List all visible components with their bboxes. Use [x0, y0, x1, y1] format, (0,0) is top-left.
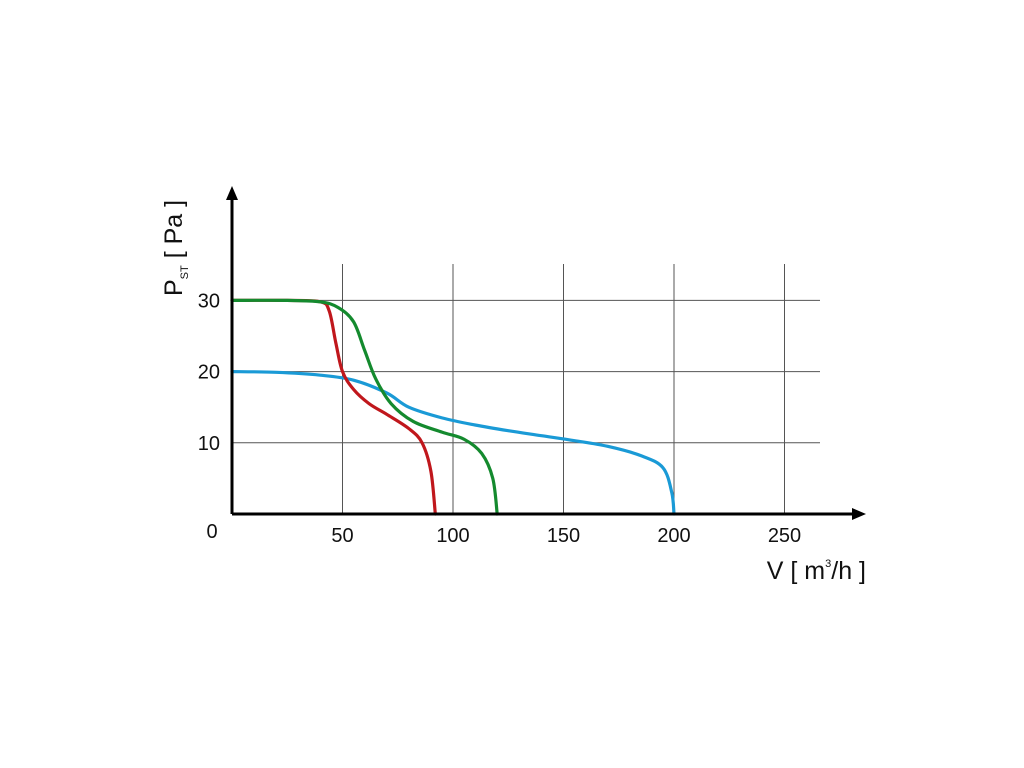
grid-lines [232, 264, 820, 514]
series-line-2 [230, 298, 437, 516]
series-line-3 [230, 298, 499, 516]
series-line-1 [230, 370, 676, 516]
y-tick-label: 20 [198, 362, 220, 384]
x-tick-label: 150 [547, 525, 580, 547]
y-tick-label: 10 [198, 433, 220, 455]
y-tick-label: 30 [198, 290, 220, 312]
series-layer [230, 298, 676, 516]
axes [226, 186, 866, 520]
x-tick-label: 200 [657, 525, 690, 547]
x-axis-arrow-icon [852, 508, 866, 520]
origin-label: 0 [206, 521, 217, 543]
y-axis-arrow-icon [226, 186, 238, 200]
x-tick-label: 100 [436, 525, 469, 547]
x-axis-title: V [ m3/h ] [767, 557, 866, 585]
x-tick-label: 250 [768, 525, 801, 547]
tick-labels: 50 100 150 200 250 10 20 30 [198, 290, 801, 547]
y-axis-title: PST [ Pa ] [160, 200, 191, 296]
x-tick-label: 50 [331, 525, 353, 547]
